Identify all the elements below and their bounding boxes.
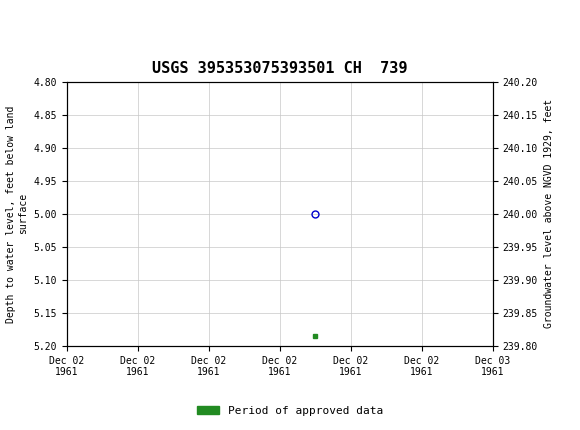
Y-axis label: Groundwater level above NGVD 1929, feet: Groundwater level above NGVD 1929, feet xyxy=(543,99,553,329)
Text: USGS: USGS xyxy=(50,15,97,30)
Y-axis label: Depth to water level, feet below land
surface: Depth to water level, feet below land su… xyxy=(6,105,28,322)
Title: USGS 395353075393501 CH  739: USGS 395353075393501 CH 739 xyxy=(152,61,408,77)
Legend: Period of approved data: Period of approved data xyxy=(193,401,387,420)
